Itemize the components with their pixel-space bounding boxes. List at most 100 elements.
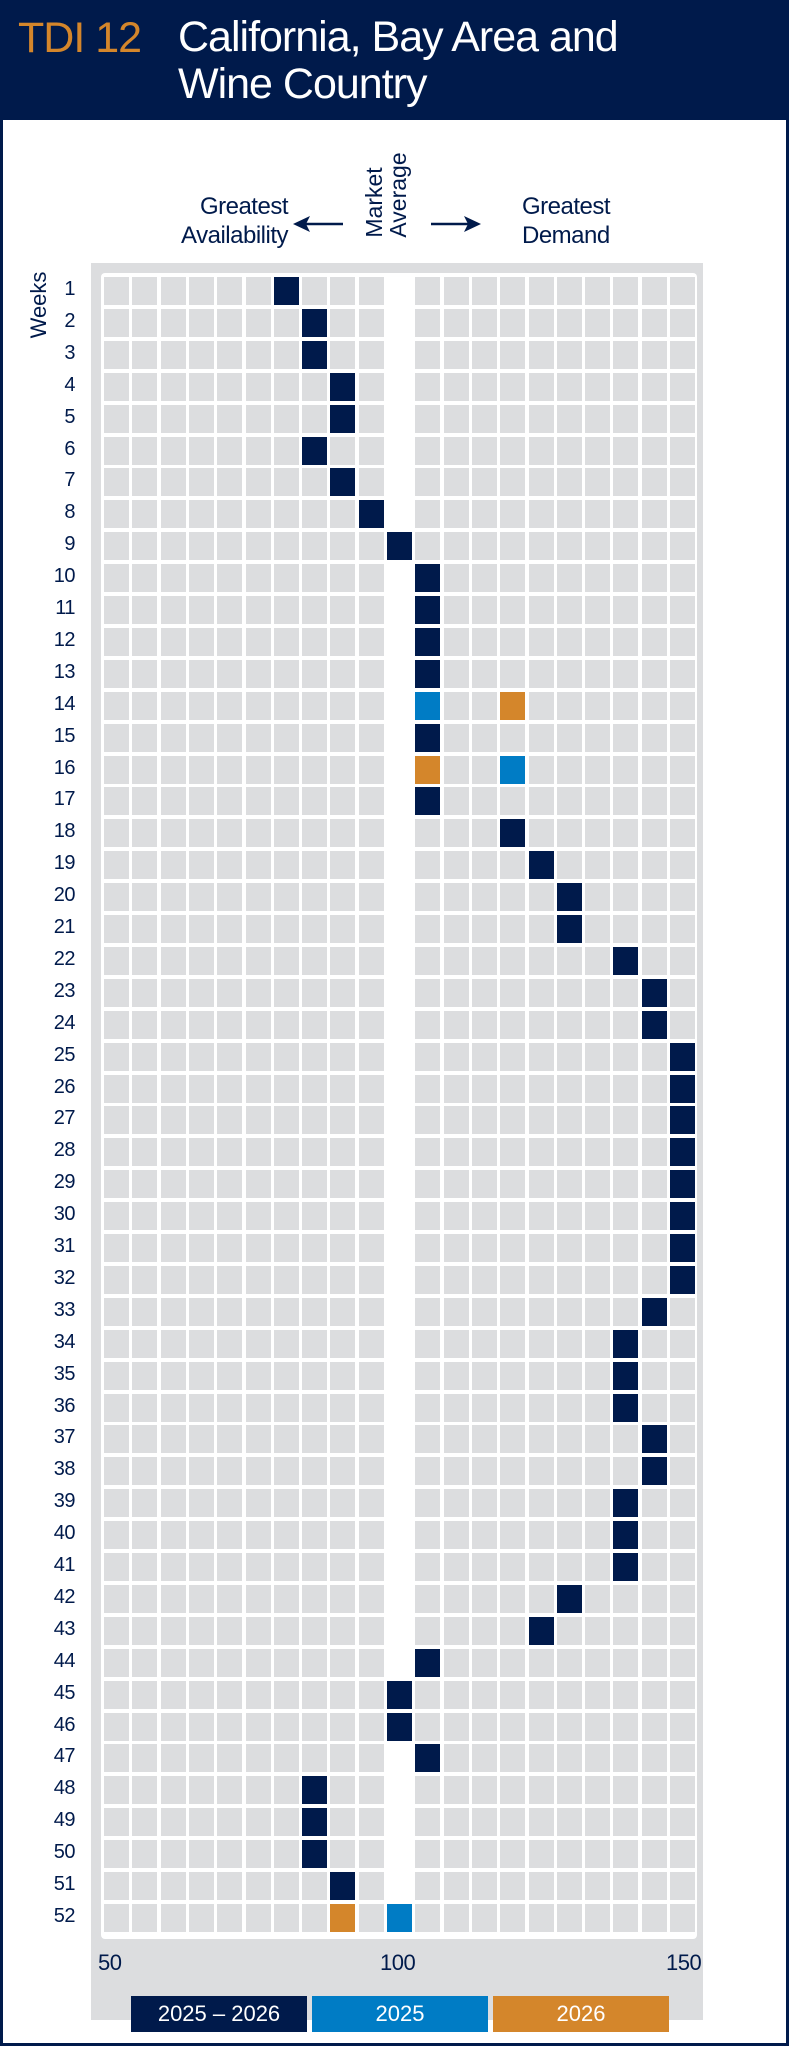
grid-cell (500, 436, 526, 465)
heat-mark-2025-2026 (415, 787, 441, 816)
label-line: Demand (522, 222, 610, 249)
grid-cell (104, 883, 129, 912)
grid-cell (302, 1329, 328, 1358)
grid-cell (556, 1776, 582, 1805)
grid-cell (132, 1361, 158, 1390)
grid-cell (302, 404, 328, 433)
week-label: 21 (53, 916, 76, 938)
grid-cell (273, 1010, 299, 1039)
week-label: 30 (53, 1203, 76, 1226)
grid-cell (273, 627, 299, 656)
grid-cell (245, 1297, 271, 1326)
grid-cell (104, 1712, 129, 1741)
grid-cell (585, 1042, 611, 1071)
grid-cell (217, 277, 243, 305)
grid-cell (585, 819, 611, 848)
grid-cell (528, 1042, 554, 1071)
week-label: 41 (53, 1554, 76, 1576)
grid-cell (217, 1489, 243, 1518)
grid-cell (613, 340, 639, 369)
grid-cell (160, 308, 186, 337)
grid-cell (188, 787, 214, 816)
grid-cell (188, 1457, 214, 1486)
grid-cell (556, 1840, 582, 1869)
grid-cell (471, 436, 497, 465)
grid-cell (273, 1393, 299, 1422)
grid-cell (471, 1234, 497, 1262)
grid-cell (556, 468, 582, 497)
grid-cell (188, 1010, 214, 1039)
grid-cell (160, 627, 186, 656)
week-label: 48 (53, 1777, 76, 1800)
grid-cell (443, 1584, 469, 1613)
grid-cell (415, 883, 441, 912)
grid-cell (358, 1616, 384, 1645)
grid-cell (302, 1712, 328, 1741)
grid-cell (330, 1042, 356, 1071)
grid-cell (500, 308, 526, 337)
grid-cell (273, 1680, 299, 1709)
grid-cell (641, 1903, 667, 1932)
grid-cell (641, 851, 667, 880)
grid-cell (556, 1648, 582, 1677)
grid-cell (641, 564, 667, 593)
week-label: 46 (53, 1713, 76, 1736)
heat-mark-2025-2026 (302, 436, 328, 465)
week-label: 9 (64, 533, 75, 556)
grid-cell (670, 404, 695, 433)
grid-cell (641, 755, 667, 784)
grid-cell (585, 1170, 611, 1199)
grid-cell (217, 1680, 243, 1709)
grid-cell (302, 1074, 328, 1103)
grid-cell (415, 436, 441, 465)
grid-cell (358, 404, 384, 433)
grid-cell (528, 500, 554, 529)
heat-mark-2025-2026 (670, 1138, 695, 1167)
grid-cell (132, 1489, 158, 1518)
grid-cell (500, 1010, 526, 1039)
grid-cell (641, 1202, 667, 1231)
grid-cell (670, 1361, 695, 1390)
grid-cell (188, 1872, 214, 1900)
grid-cell (585, 978, 611, 1007)
grid-cell (104, 596, 129, 624)
grid-cell (528, 1648, 554, 1677)
grid-cell (585, 1840, 611, 1869)
grid-cell (358, 1776, 384, 1805)
grid-cell (188, 627, 214, 656)
grid-cell (415, 468, 441, 497)
grid-cell (358, 1170, 384, 1199)
grid-cell (188, 1521, 214, 1550)
grid-cell (188, 1170, 214, 1199)
grid-cell (273, 1106, 299, 1135)
grid-cell (302, 1425, 328, 1454)
grid-cell (302, 1521, 328, 1550)
heat-mark-2025-2026 (613, 946, 639, 975)
grid-cell (104, 627, 129, 656)
grid-cell (471, 1010, 497, 1039)
grid-cell (273, 340, 299, 369)
grid-cell (500, 946, 526, 975)
grid-cell (245, 1010, 271, 1039)
grid-cell (585, 851, 611, 880)
grid-cell (585, 1712, 611, 1741)
week-label: 37 (53, 1426, 76, 1449)
grid-cell (641, 1840, 667, 1869)
grid-cell (556, 1457, 582, 1486)
grid-cell (245, 1744, 271, 1773)
heat-mark-2026 (330, 1903, 356, 1932)
grid-cell (500, 1521, 526, 1550)
week-label: 47 (53, 1745, 76, 1768)
grid-cell (217, 500, 243, 529)
grid-cell (160, 978, 186, 1007)
grid-cell (132, 787, 158, 816)
arrow-left-icon (293, 216, 343, 232)
grid-cell (132, 627, 158, 656)
grid-cell (500, 1265, 526, 1294)
grid-cell (585, 1903, 611, 1932)
grid-cell (415, 819, 441, 848)
grid-cell (104, 277, 129, 305)
grid-cell (641, 1489, 667, 1518)
grid-cell (330, 691, 356, 720)
grid-cell (302, 532, 328, 561)
